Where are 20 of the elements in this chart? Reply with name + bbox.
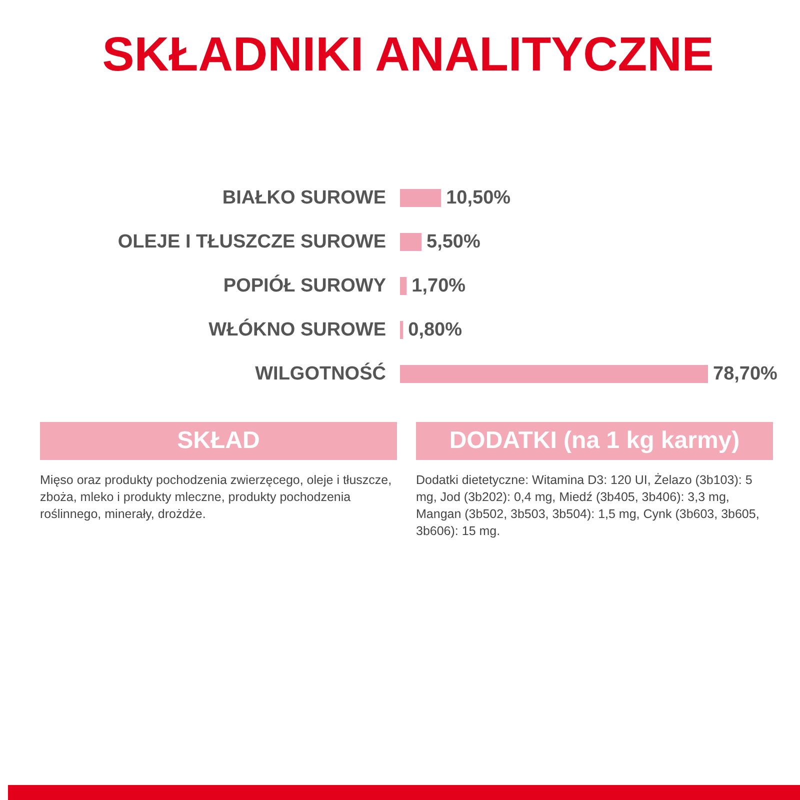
data-label: 0,80% [408, 320, 462, 340]
bar [400, 365, 708, 383]
data-label: 5,50% [426, 232, 481, 252]
y-tick-label: WILGOTNOŚĆ [255, 362, 386, 384]
chart-title: SKŁADNIKI ANALITYCZNE [102, 28, 714, 82]
bar [400, 233, 422, 251]
text: SKŁAD [40, 422, 397, 460]
data-label: 1,70% [412, 276, 466, 296]
y-tick-label: WŁÓKNO SUROWE [208, 318, 386, 340]
bar [400, 321, 404, 339]
text: Mięso oraz produkty pochodzenia zwierzęcego, oleje i tłuszcze, zboża, mleko i produkty mleczne, produkty pochodzenia roślinnego, minerały, drożdże. [40, 472, 393, 523]
data-label: 10,50% [446, 188, 511, 208]
bar [400, 189, 442, 207]
y-tick-label: BIAŁKO SUROWE [222, 188, 386, 208]
y-tick-label: OLEJE I TŁUSZCZE SUROWE [118, 232, 386, 252]
text: Dodatki dietetyczne: Witamina D3: 120 UI, Żelazo (3b103): 5 mg, Jod (3b202): 0,4 mg, Miedź (3b405, 3b406): 3,3 mg, Mangan (3b502, 3b503, 3b504): 1,5 mg, Cynk (3b603, 3b605, 3b606): 15 mg. [416, 472, 760, 540]
text: DODATKI (na 1 kg karmy) [416, 422, 773, 460]
bar [400, 277, 407, 295]
y-tick-label: POPIÓŁ SUROWY [223, 274, 386, 296]
data-label: 78,70% [713, 364, 778, 384]
